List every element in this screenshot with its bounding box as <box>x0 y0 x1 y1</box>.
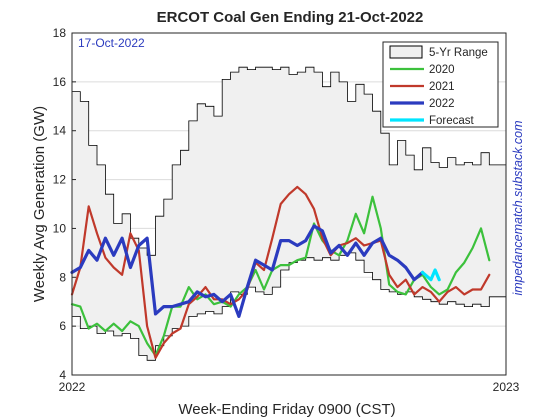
series-line-2021 <box>70 185 491 359</box>
y-tick-label-18: 18 <box>53 26 67 40</box>
legend-label-forecast: Forecast <box>429 115 475 127</box>
legend-label-2020: 2020 <box>429 64 455 76</box>
legend-label-2022: 2022 <box>429 98 455 110</box>
legend-label-5-yr-range: 5-Yr Range <box>429 47 488 59</box>
watermark-text: impedancematch.substack.com <box>511 120 525 295</box>
y-axis-ticks: 4 6 8 10 12 14 16 18 <box>53 26 76 382</box>
legend-swatch-range <box>389 45 423 59</box>
y-axis-label: Weekly Avg Generation (GW) <box>31 106 48 302</box>
x-tick-label-2023: 2023 <box>493 380 520 394</box>
series-line-2022 <box>70 224 425 318</box>
y-tick-label-14: 14 <box>53 124 67 138</box>
date-annotation: 17-Oct-2022 <box>78 36 145 50</box>
legend: 5-Yr Range 2020 2021 2022 Forecast <box>382 41 499 128</box>
legend-label-2021: 2021 <box>429 81 455 93</box>
y-tick-label-16: 16 <box>53 75 67 89</box>
x-axis-ticks: 2022 2023 <box>59 371 520 394</box>
y-tick-label-8: 8 <box>59 270 66 284</box>
series-lines <box>70 185 491 359</box>
y-tick-label-12: 12 <box>53 173 67 187</box>
y-tick-label-10: 10 <box>53 221 67 235</box>
y-tick-label-4: 4 <box>59 368 66 382</box>
y-tick-label-6: 6 <box>59 319 66 333</box>
plot-frame <box>71 32 507 376</box>
chart-title: ERCOT Coal Gen Ending 21-Oct-2022 <box>157 9 424 26</box>
x-axis-label: Week-Ending Friday 0900 (CST) <box>178 401 395 418</box>
series-line-forecast <box>420 268 441 282</box>
x-tick-label-2022: 2022 <box>59 380 86 394</box>
